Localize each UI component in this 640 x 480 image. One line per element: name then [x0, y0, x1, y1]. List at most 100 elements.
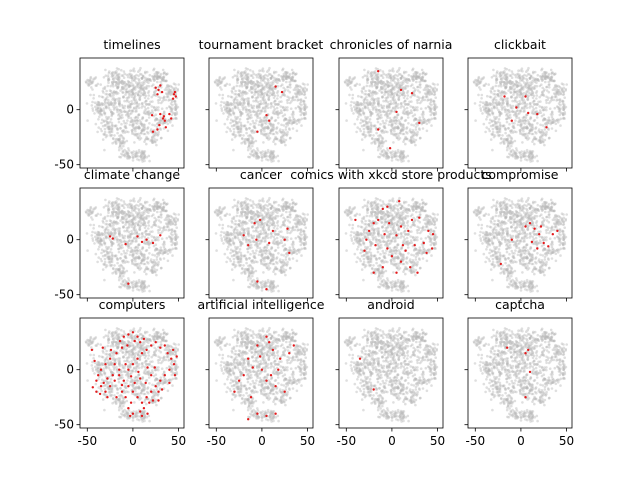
- background-point: [99, 239, 102, 242]
- background-point: [104, 106, 108, 110]
- background-point: [562, 83, 565, 86]
- background-point: [495, 78, 499, 81]
- background-point: [281, 129, 285, 132]
- background-point: [257, 112, 261, 116]
- background-point: [235, 121, 239, 124]
- background-point: [519, 85, 523, 88]
- background-point: [555, 119, 559, 122]
- background-point: [563, 111, 567, 114]
- background-point: [517, 105, 520, 108]
- background-point: [550, 75, 554, 78]
- background-point: [495, 78, 499, 81]
- background-point: [535, 94, 539, 97]
- background-point: [538, 139, 542, 142]
- background-point: [244, 108, 248, 112]
- background-point: [392, 69, 395, 73]
- background-point: [531, 150, 535, 153]
- background-point: [232, 148, 235, 152]
- background-point: [386, 130, 389, 134]
- background-point: [527, 131, 531, 135]
- background-point: [139, 224, 143, 227]
- background-point: [414, 106, 417, 109]
- background-point: [416, 132, 419, 136]
- background-point: [545, 85, 549, 89]
- background-point: [402, 112, 406, 115]
- background-point: [407, 78, 411, 81]
- background-point: [507, 126, 510, 130]
- background-point: [376, 120, 380, 124]
- background-point: [175, 111, 179, 114]
- background-point: [148, 111, 152, 115]
- background-point: [250, 141, 254, 145]
- background-point: [409, 109, 413, 112]
- background-point: [120, 79, 124, 83]
- background-point: [143, 127, 147, 131]
- background-point: [562, 90, 565, 94]
- background-point: [390, 119, 394, 122]
- background-point: [534, 137, 538, 141]
- background-point: [145, 208, 149, 212]
- background-point: [122, 226, 125, 229]
- background-point: [534, 126, 538, 129]
- background-point: [505, 117, 508, 121]
- background-point: [543, 122, 547, 126]
- background-point: [113, 228, 117, 232]
- background-point: [401, 126, 405, 129]
- background-point: [496, 70, 499, 73]
- background-point: [159, 204, 162, 207]
- background-point: [372, 98, 376, 101]
- background-point: [103, 87, 107, 90]
- background-point: [432, 106, 436, 109]
- background-point: [137, 255, 141, 258]
- background-point: [370, 98, 373, 101]
- background-point: [155, 138, 159, 142]
- background-point: [545, 123, 548, 127]
- background-point: [540, 105, 544, 109]
- background-point: [529, 87, 533, 90]
- background-point: [390, 124, 394, 127]
- background-point: [132, 75, 136, 78]
- background-point: [280, 139, 283, 142]
- background-point: [124, 124, 127, 128]
- background-point: [429, 98, 433, 101]
- background-point: [120, 252, 123, 256]
- background-point: [498, 75, 502, 78]
- background-point: [115, 75, 118, 78]
- background-point: [416, 75, 420, 79]
- background-point: [507, 139, 510, 143]
- background-point: [414, 70, 418, 74]
- background-point: [270, 128, 273, 131]
- background-point: [149, 139, 152, 143]
- background-point: [513, 84, 516, 87]
- background-point: [99, 240, 102, 243]
- background-point: [499, 81, 502, 84]
- background-point: [346, 84, 350, 87]
- background-point: [487, 109, 491, 113]
- background-point: [285, 80, 288, 84]
- background-point: [102, 221, 105, 224]
- background-point: [236, 127, 240, 131]
- background-point: [280, 100, 283, 103]
- background-point: [526, 98, 529, 101]
- background-point: [276, 113, 280, 116]
- background-point: [396, 132, 399, 136]
- background-point: [222, 77, 226, 80]
- background-point: [143, 221, 147, 224]
- background-point: [396, 151, 400, 154]
- background-point: [96, 110, 99, 114]
- background-point: [380, 80, 384, 84]
- background-point: [292, 121, 296, 124]
- background-point: [396, 148, 400, 152]
- background-point: [133, 225, 137, 228]
- background-point: [523, 73, 526, 77]
- background-point: [523, 109, 526, 113]
- background-point: [530, 86, 534, 89]
- background-point: [108, 224, 112, 228]
- background-point: [498, 130, 502, 134]
- background-point: [525, 132, 528, 136]
- background-point: [109, 89, 113, 93]
- background-point: [114, 231, 117, 234]
- background-point: [528, 77, 532, 80]
- background-point: [399, 154, 402, 157]
- background-point: [410, 75, 413, 78]
